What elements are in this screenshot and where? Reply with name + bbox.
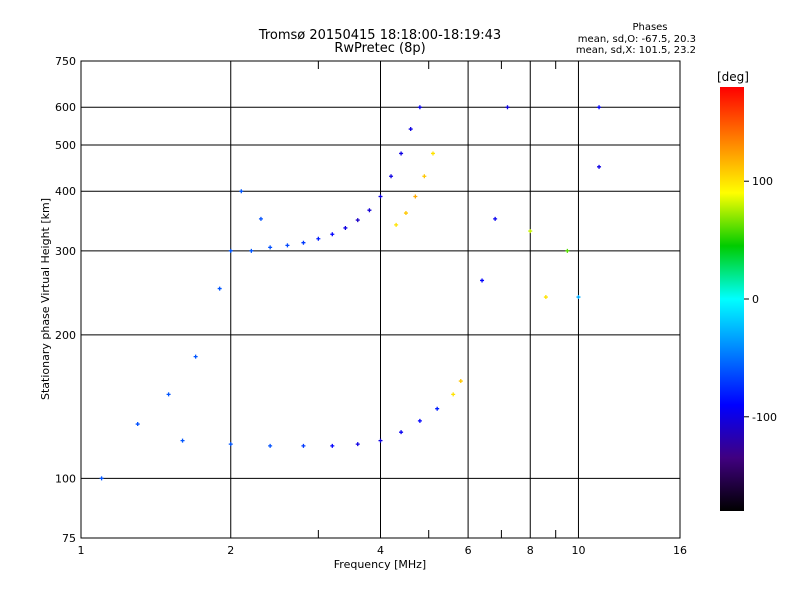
y-tick-label: 400 — [55, 185, 76, 198]
data-point — [355, 218, 360, 223]
axis-ticks — [317, 61, 557, 538]
stats-line-o: mean, sd,O: -67.5, 20.3 — [578, 34, 696, 45]
data-point — [249, 248, 254, 253]
stats-line-x: mean, sd,X: 101.5, 23.2 — [576, 45, 696, 56]
data-point — [597, 105, 602, 110]
x-tick-label: 6 — [465, 544, 472, 557]
data-point — [99, 476, 104, 481]
x-axis-tick-labels: 1 2 4 6 8 10 16 — [78, 544, 688, 557]
data-point — [355, 442, 360, 447]
colorbar: [deg] 100 0 -100 — [717, 70, 777, 511]
data-point — [394, 222, 399, 227]
y-tick-label: 100 — [55, 472, 76, 485]
data-point — [403, 211, 408, 216]
colorbar-ticks: 100 0 -100 — [744, 175, 777, 424]
data-point — [458, 379, 463, 384]
data-point — [408, 127, 413, 132]
x-axis-label: Frequency [MHz] — [334, 558, 426, 571]
data-point — [417, 105, 422, 110]
colorbar-tick-label: 0 — [752, 293, 759, 306]
data-point — [239, 189, 244, 194]
y-axis-label: Stationary phase Virtual Height [km] — [39, 198, 52, 400]
data-point — [430, 151, 435, 156]
data-point — [451, 392, 456, 397]
data-point — [193, 354, 198, 359]
y-tick-label: 200 — [55, 329, 76, 342]
chart-title: Tromsø 20150415 18:18:00-18:19:43 — [258, 28, 501, 43]
data-point — [435, 406, 440, 411]
data-point — [228, 442, 233, 447]
data-point — [180, 438, 185, 443]
x-tick-label: 8 — [527, 544, 534, 557]
data-point — [505, 105, 510, 110]
data-point — [316, 236, 321, 241]
x-tick-label: 1 — [78, 544, 85, 557]
data-point — [399, 151, 404, 156]
data-point — [166, 392, 171, 397]
data-point — [378, 438, 383, 443]
plot-area — [80, 60, 681, 539]
data-point — [417, 418, 422, 423]
x-tick-label: 4 — [377, 544, 384, 557]
data-point — [413, 194, 418, 199]
data-point — [528, 229, 533, 234]
y-tick-label: 750 — [55, 55, 76, 68]
data-point — [135, 422, 140, 427]
x-tick-label: 10 — [571, 544, 585, 557]
x-tick-label: 2 — [227, 544, 234, 557]
data-point — [228, 248, 233, 253]
data-point — [268, 245, 273, 250]
data-point — [301, 240, 306, 245]
stats-heading: Phases — [632, 22, 667, 33]
data-point — [480, 278, 485, 283]
colorbar-tick-label: 100 — [752, 175, 773, 188]
data-point — [493, 216, 498, 221]
data-point — [565, 248, 570, 253]
x-tick-label: 16 — [673, 544, 687, 557]
data-point — [301, 443, 306, 448]
y-axis-tick-labels: 75 100 200 300 400 500 600 750 — [55, 55, 76, 545]
data-point — [597, 164, 602, 169]
grid-lines — [81, 61, 680, 538]
data-point — [378, 194, 383, 199]
y-tick-label: 300 — [55, 245, 76, 258]
colorbar-gradient — [720, 87, 744, 511]
data-point — [367, 208, 372, 213]
data-point — [285, 243, 290, 248]
data-point — [330, 232, 335, 237]
data-point — [389, 174, 394, 179]
y-tick-label: 500 — [55, 139, 76, 152]
data-point — [543, 295, 548, 300]
colorbar-label: [deg] — [717, 70, 749, 84]
data-point — [576, 295, 581, 300]
data-point — [258, 216, 263, 221]
data-point — [330, 443, 335, 448]
data-point — [268, 443, 273, 448]
y-tick-label: 600 — [55, 101, 76, 114]
chart-subtitle: RwPretec (8p) — [334, 41, 425, 56]
data-point — [399, 430, 404, 435]
data-point — [217, 286, 222, 291]
data-points — [99, 105, 602, 481]
colorbar-tick-label: -100 — [752, 411, 777, 424]
plot-frame — [80, 60, 681, 539]
data-point — [422, 174, 427, 179]
data-point — [343, 225, 348, 230]
y-tick-label: 75 — [62, 532, 76, 545]
